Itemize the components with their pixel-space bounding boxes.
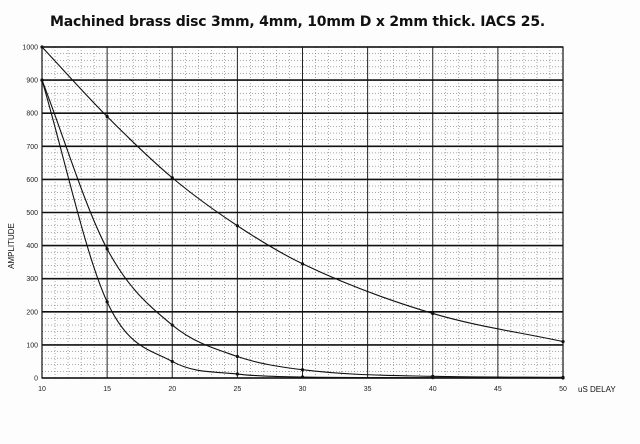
data-point — [105, 247, 109, 251]
y-tick-label: 400 — [26, 243, 38, 250]
data-point — [431, 376, 435, 380]
chart-title: Machined brass disc 3mm, 4mm, 10mm D x 2… — [50, 14, 545, 30]
x-axis-label: uS DELAY — [578, 385, 616, 394]
x-tick-label: 25 — [233, 386, 241, 393]
x-tick-label: 20 — [168, 386, 176, 393]
y-tick-label: 100 — [26, 342, 38, 349]
x-tick-label: 45 — [494, 386, 502, 393]
x-tick-label: 10 — [38, 386, 46, 393]
y-tick-label: 600 — [26, 177, 38, 184]
x-tick-label: 30 — [299, 386, 307, 393]
y-axis-label: AMPLITUDE — [7, 223, 16, 269]
data-point — [40, 45, 44, 49]
y-tick-label: 1000 — [22, 45, 38, 52]
data-point — [300, 375, 305, 379]
data-point — [105, 300, 109, 304]
x-tick-label: 40 — [429, 386, 437, 393]
y-tick-label: 700 — [26, 144, 38, 151]
data-point — [300, 368, 305, 372]
data-point — [170, 323, 174, 327]
y-tick-label: 200 — [26, 309, 38, 316]
data-point — [561, 339, 565, 344]
data-point — [235, 354, 239, 359]
data-point — [105, 114, 109, 119]
data-point — [40, 78, 44, 82]
data-point — [431, 311, 435, 316]
data-point — [300, 262, 305, 266]
x-tick-label: 35 — [364, 386, 372, 393]
data-point — [235, 372, 239, 376]
data-point — [170, 359, 174, 364]
y-tick-label: 900 — [26, 78, 38, 85]
data-point — [235, 224, 239, 228]
y-tick-label: 300 — [26, 276, 38, 283]
y-tick-label: 800 — [26, 111, 38, 118]
x-tick-label: 15 — [103, 386, 111, 393]
data-point — [170, 176, 174, 180]
data-point — [561, 376, 565, 380]
x-tick-label: 50 — [559, 386, 567, 393]
y-tick-label: 0 — [34, 376, 38, 383]
y-tick-label: 500 — [26, 210, 38, 217]
